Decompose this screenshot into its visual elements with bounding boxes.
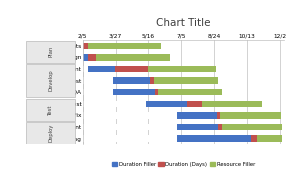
Text: Test: Test: [48, 104, 53, 115]
Bar: [88, 54, 96, 61]
Bar: [218, 124, 222, 130]
Bar: [150, 77, 154, 84]
Bar: [83, 135, 177, 142]
Bar: [115, 66, 148, 72]
Bar: [146, 101, 187, 107]
Text: Plan: Plan: [48, 46, 53, 57]
FancyBboxPatch shape: [26, 122, 75, 144]
Text: Deploy: Deploy: [48, 124, 53, 142]
Bar: [88, 66, 115, 72]
FancyBboxPatch shape: [26, 99, 75, 121]
Bar: [83, 89, 113, 95]
Title: Chart Title: Chart Title: [156, 18, 211, 28]
Bar: [222, 124, 282, 130]
Legend: Duration Filler, Duration (Days), Resource Filler: Duration Filler, Duration (Days), Resour…: [110, 160, 257, 169]
Bar: [88, 43, 161, 49]
Bar: [83, 112, 177, 119]
Bar: [257, 135, 282, 142]
FancyBboxPatch shape: [26, 41, 75, 63]
Bar: [177, 124, 218, 130]
Bar: [202, 101, 262, 107]
Bar: [177, 135, 251, 142]
Bar: [220, 112, 281, 119]
Text: Develop: Develop: [48, 70, 53, 91]
Bar: [251, 135, 257, 142]
Bar: [113, 77, 150, 84]
Bar: [113, 89, 155, 95]
Bar: [217, 112, 220, 119]
Bar: [187, 101, 202, 107]
FancyBboxPatch shape: [26, 64, 75, 97]
Bar: [83, 124, 177, 130]
Bar: [158, 89, 222, 95]
Bar: [177, 112, 217, 119]
Bar: [154, 77, 218, 84]
Bar: [83, 43, 88, 49]
Bar: [83, 66, 88, 72]
Bar: [155, 89, 158, 95]
Bar: [83, 77, 113, 84]
Bar: [83, 101, 146, 107]
Bar: [148, 66, 216, 72]
Bar: [83, 54, 88, 61]
Bar: [96, 54, 170, 61]
